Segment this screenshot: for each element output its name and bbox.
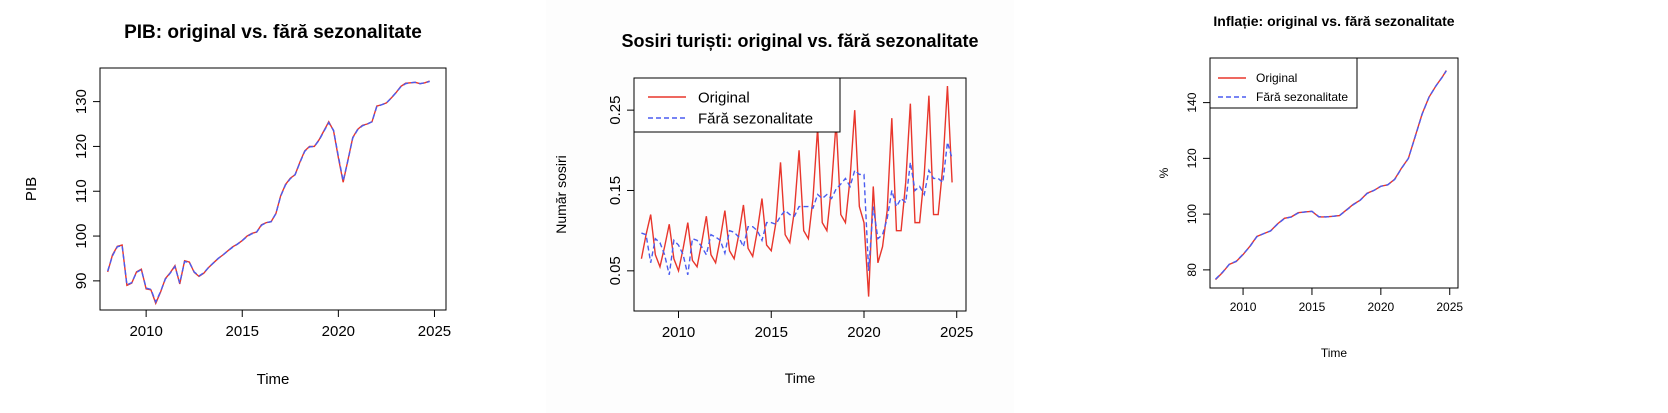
x-tick-label: 2025 (418, 323, 451, 340)
x-axis-label: Time (1321, 346, 1348, 360)
y-tick-label: 120 (1185, 148, 1199, 168)
plot-frame (99, 67, 447, 311)
y-axis-label: PIB (23, 177, 40, 201)
y-tick-label: 0.15 (607, 176, 624, 205)
y-tick-label: 100 (1185, 204, 1199, 224)
chart-title: PIB: original vs. fără sezonalitate (124, 22, 422, 43)
x-tick-label: 2015 (755, 324, 788, 341)
y-tick-label: 0.05 (607, 256, 624, 285)
legend-label: Original (1256, 71, 1297, 85)
series-line-adjusted (1215, 70, 1447, 280)
x-tick-label: 2020 (847, 324, 880, 341)
y-tick-label: 80 (1185, 263, 1199, 277)
x-tick-label: 2015 (226, 323, 259, 340)
x-axis-label: Time (257, 371, 290, 388)
y-axis-label: % (1157, 167, 1171, 178)
chart-title: Inflație: original vs. fără sezonalitate (1213, 13, 1454, 29)
legend-label: Fără sezonalitate (1256, 90, 1348, 104)
x-tick-label: 2020 (1367, 300, 1394, 314)
panel-2-background (546, 0, 1014, 413)
legend-box (633, 77, 841, 133)
legend-label: Fără sezonalitate (698, 110, 813, 127)
x-tick-label: 2010 (1230, 300, 1257, 314)
y-tick-label: 0.25 (607, 96, 624, 125)
x-tick-label: 2010 (662, 324, 695, 341)
x-tick-label: 2020 (322, 323, 355, 340)
x-tick-label: 2010 (129, 323, 162, 340)
y-tick-label: 100 (73, 224, 90, 249)
x-tick-label: 2025 (940, 324, 973, 341)
x-tick-label: 2015 (1299, 300, 1326, 314)
y-tick-label: 130 (73, 89, 90, 114)
x-axis-label: Time (785, 370, 816, 386)
chart-title: Sosiri turiști: original vs. fără sezona… (621, 31, 978, 51)
y-axis-label: Număr sosiri (553, 155, 569, 234)
y-tick-label: 140 (1185, 92, 1199, 112)
y-tick-label: 90 (73, 273, 90, 290)
series-line-original (640, 85, 953, 297)
x-tick-label: 2025 (1436, 300, 1463, 314)
y-tick-label: 120 (73, 134, 90, 159)
legend-box (1209, 57, 1358, 109)
y-tick-label: 110 (73, 179, 90, 203)
series-line-adjusted (107, 80, 430, 304)
legend-label: Original (698, 89, 750, 106)
